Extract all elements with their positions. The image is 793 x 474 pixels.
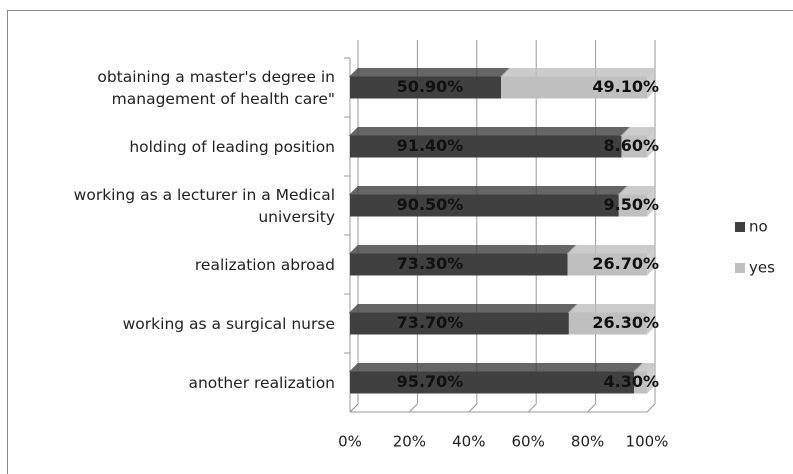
bar (350, 371, 635, 394)
data-label: 95.70% (397, 372, 464, 391)
data-label: 26.30% (592, 313, 659, 332)
bar (350, 253, 568, 276)
data-label: 73.70% (397, 313, 464, 332)
data-label: 91.40% (397, 136, 464, 155)
bar-side (647, 245, 655, 276)
bar-top (348, 245, 577, 254)
y-tick-label: obtaining a master's degree in managemen… (97, 67, 335, 108)
bar (567, 253, 647, 276)
bar (618, 194, 647, 217)
floor-line (409, 403, 418, 413)
data-label: 50.90% (397, 77, 464, 96)
x-tick-label: 0% (338, 433, 362, 451)
legend-label: no (749, 218, 768, 236)
x-tick-label: 80% (571, 433, 604, 451)
y-tick-label: working as a surgical nurse (122, 314, 335, 333)
data-label: 49.10% (592, 77, 659, 96)
bar (501, 76, 647, 99)
y-tick-label: another realization (188, 373, 335, 392)
bar-top (566, 245, 657, 254)
bar-side (647, 186, 655, 217)
bar-top (348, 68, 511, 77)
x-tick-label: 20% (393, 433, 426, 451)
x-tick-label: 60% (512, 433, 545, 451)
bar (350, 312, 569, 335)
floor-line (587, 403, 596, 413)
bar-top (348, 186, 628, 195)
y-tick-label: holding of leading position (129, 137, 335, 156)
data-label: 9.50% (603, 195, 659, 214)
bar-side (647, 127, 655, 158)
frame (7, 10, 793, 474)
floor-line (349, 403, 359, 413)
floor-line (646, 403, 656, 413)
bar-side (647, 363, 655, 394)
legend-swatch (735, 263, 745, 273)
bar (350, 194, 619, 217)
bar-top (567, 304, 657, 313)
bar-top (348, 304, 579, 313)
data-label: 73.30% (397, 254, 464, 273)
bar-top (348, 363, 644, 372)
bar (350, 135, 622, 158)
bar (568, 312, 647, 335)
bar (621, 135, 647, 158)
data-label: 4.30% (603, 372, 659, 391)
data-label: 8.60% (603, 136, 659, 155)
data-label: 90.50% (397, 195, 464, 214)
y-tick-label: working as a lecturer in a Medical unive… (73, 185, 335, 226)
bar (350, 76, 502, 99)
x-tick-label: 40% (452, 433, 485, 451)
bar-top (348, 127, 631, 136)
bar-side (647, 68, 655, 99)
legend-swatch (735, 222, 745, 232)
floor-line (468, 403, 478, 413)
floor-line (527, 403, 537, 413)
bar-top (499, 68, 657, 77)
x-tick-label: 100% (626, 433, 669, 451)
data-label: 26.70% (592, 254, 659, 273)
bar (634, 371, 647, 394)
bar-side (647, 304, 655, 335)
y-tick-label: realization abroad (194, 255, 335, 274)
legend-label: yes (749, 259, 775, 277)
